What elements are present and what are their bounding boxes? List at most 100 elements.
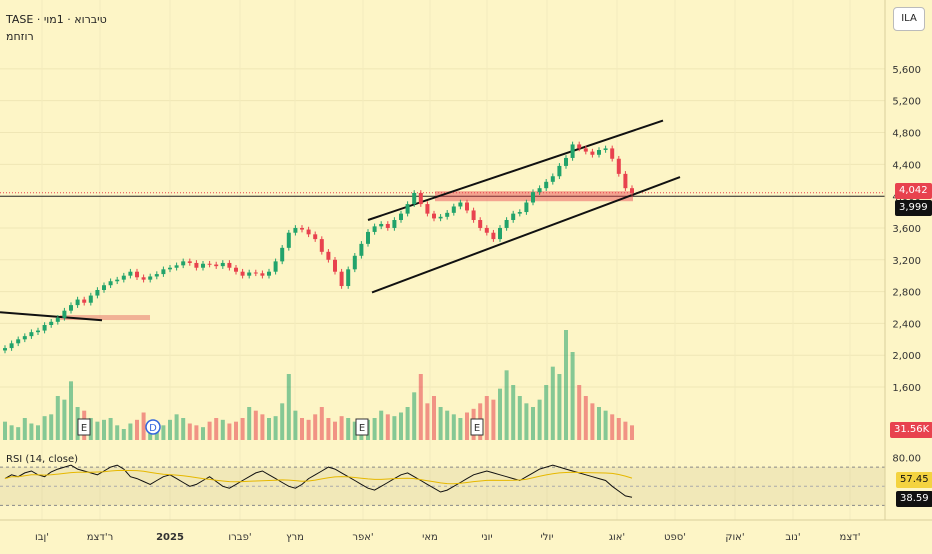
volume-bar <box>537 399 542 440</box>
volume-bar <box>445 410 450 440</box>
candle-body <box>557 165 562 177</box>
volume-bar <box>273 416 278 440</box>
candle-body <box>498 227 502 240</box>
volume-bar <box>570 352 575 440</box>
volume-bar <box>352 421 357 440</box>
volume-bar <box>313 414 318 440</box>
candle-body <box>187 261 192 263</box>
x-tick-label: יוני <box>481 532 492 543</box>
y-tick-label: 3,200 <box>892 256 921 267</box>
volume-bar <box>240 418 245 440</box>
candle-body <box>504 220 509 228</box>
x-tick-label: יולי <box>541 532 554 543</box>
candle-body <box>465 202 469 211</box>
candle-body <box>306 229 311 235</box>
y-tick-label: 5,200 <box>892 97 921 108</box>
candle-body <box>286 232 291 248</box>
candle-body <box>22 336 27 340</box>
candle-body <box>366 231 370 244</box>
volume-bar <box>174 414 179 440</box>
volume-bar <box>458 418 463 440</box>
x-tick-label: ר'דצמ <box>87 532 114 543</box>
volume-bar <box>597 407 601 440</box>
candle-body <box>458 202 463 207</box>
volume-bar <box>339 416 344 440</box>
volume-bar <box>372 418 377 440</box>
x-tick-label: מרץ <box>286 532 304 543</box>
volume-bar <box>253 410 258 440</box>
candle-body <box>623 173 628 189</box>
volume-bar <box>42 416 47 440</box>
x-tick-label: אפר' <box>352 532 373 543</box>
volume-bar <box>379 410 384 440</box>
old-trend-line <box>0 311 103 322</box>
currency-button[interactable]: ILA <box>893 7 925 31</box>
volume-bar <box>491 399 496 440</box>
rsi-current-badge: 38.59 <box>896 491 932 507</box>
candle-body <box>544 181 549 189</box>
volume-bar <box>319 407 324 440</box>
volume-bar <box>55 396 60 440</box>
candle-body <box>597 150 601 155</box>
candle-body <box>392 220 397 228</box>
x-tick-label: 2025 <box>156 532 184 543</box>
volume-bar <box>333 421 337 440</box>
candle-body <box>207 263 212 265</box>
earnings-marker-label: E <box>474 423 480 434</box>
volume-bar <box>115 425 120 440</box>
candle-body <box>300 227 304 230</box>
volume-bar <box>610 414 615 440</box>
candle-body <box>616 158 621 174</box>
x-tick-label: ןבו' <box>35 532 49 543</box>
volume-bar <box>306 419 311 440</box>
candle-body <box>412 192 417 205</box>
candle-body <box>352 255 357 270</box>
volume-badge: 31.56K <box>890 422 932 438</box>
candle-body <box>115 279 120 282</box>
volume-bar <box>392 416 397 440</box>
earnings-marker-label: E <box>359 423 365 434</box>
volume-bar <box>399 412 403 440</box>
level-price-badge: 3,999 <box>895 200 932 216</box>
volume-bar <box>623 421 628 440</box>
x-tick-label: דצמ' <box>840 532 861 543</box>
candle-body <box>511 213 516 220</box>
volume-bar <box>267 418 271 440</box>
volume-bar <box>590 403 595 440</box>
candle-body <box>564 157 568 166</box>
candle-body <box>603 148 608 150</box>
candle-body <box>62 310 67 318</box>
candle-body <box>95 290 100 296</box>
volume-bar <box>95 421 100 440</box>
candle-body <box>484 227 489 233</box>
rsi-title: RSI (14, close) <box>6 454 79 465</box>
candle-body <box>399 213 403 220</box>
x-tick-label: ספט' <box>664 532 686 543</box>
volume-bar <box>22 418 27 440</box>
rsi-ma-badge: 57.45 <box>896 472 932 488</box>
volume-bar <box>531 407 535 440</box>
volume-bar <box>280 403 285 440</box>
candle-body <box>88 295 93 303</box>
candle-body <box>293 227 298 233</box>
volume-bar <box>326 418 331 440</box>
candle-body <box>346 269 351 287</box>
volume-bar <box>102 419 106 440</box>
volume-bar <box>88 418 93 440</box>
earnings-marker-label: E <box>81 423 87 434</box>
candle-body <box>385 223 390 228</box>
candle-body <box>247 272 252 276</box>
volume-bar <box>108 418 113 440</box>
candle-body <box>220 262 225 267</box>
dividend-marker <box>145 419 161 435</box>
candle-body <box>3 348 7 351</box>
candle-body <box>42 325 47 331</box>
y-tick-label: 2,000 <box>892 351 921 362</box>
volume-bar <box>504 370 509 440</box>
x-tick-label: אוק' <box>725 532 744 543</box>
candle-body <box>260 273 265 276</box>
volume-bar <box>260 414 265 440</box>
volume-bar <box>194 425 199 440</box>
